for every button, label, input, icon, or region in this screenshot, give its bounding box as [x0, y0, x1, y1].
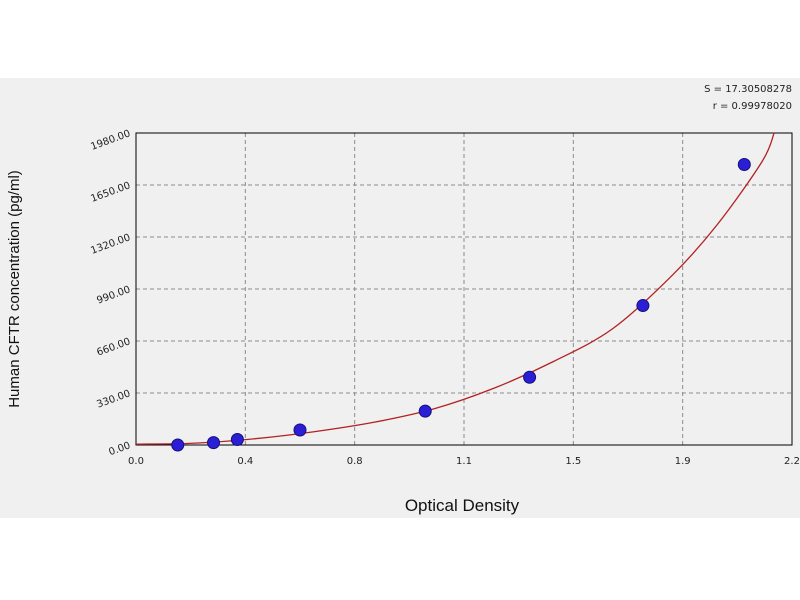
x-axis-label: Optical Density [405, 496, 520, 515]
y-tick-label: 990.00 [95, 284, 132, 306]
x-tick-label: 1.9 [675, 456, 691, 467]
data-point [636, 299, 650, 313]
data-point [523, 370, 537, 384]
x-tick-label: 0.0 [128, 456, 144, 467]
data-point [171, 438, 185, 452]
y-tick-label: 1650.00 [89, 180, 132, 204]
data-point [293, 423, 307, 437]
y-tick-label: 660.00 [95, 336, 132, 358]
x-tick-label: 0.8 [347, 456, 363, 467]
chart-panel: 0.00 330.00 660.00 990.00 1320.00 1650.00 1980… [0, 78, 800, 518]
x-tick-label: 0.4 [237, 456, 253, 467]
data-point [230, 432, 244, 446]
stat-r: r = 0.99978020 [713, 101, 792, 112]
y-tick-labels: 0.00330.00660.00990.001320.001650.001980… [89, 128, 132, 458]
y-tick-label: 1980.00 [89, 128, 132, 152]
data-points [171, 158, 751, 452]
data-point [207, 436, 221, 450]
stat-s: S = 17.30508278 [704, 84, 792, 95]
y-axis-label: Human CFTR concentration (pg/ml) [6, 170, 23, 408]
data-point [418, 404, 432, 418]
x-tick-label: 2.2 [784, 456, 800, 467]
x-tick-label: 1.5 [565, 456, 581, 467]
plot-area [135, 132, 793, 446]
x-tick-labels: 0.0 0.4 0.8 1.1 1.5 1.9 2.2 [128, 456, 800, 467]
y-tick-label: 1320.00 [89, 232, 132, 256]
y-tick-label: 330.00 [95, 388, 132, 410]
grid-lines [136, 133, 792, 445]
fit-curve [135, 132, 775, 445]
data-point [737, 158, 751, 172]
x-tick-label: 1.1 [456, 456, 472, 467]
standard-curve-chart: 0.00330.00660.00990.001320.001650.001980… [6, 84, 800, 515]
